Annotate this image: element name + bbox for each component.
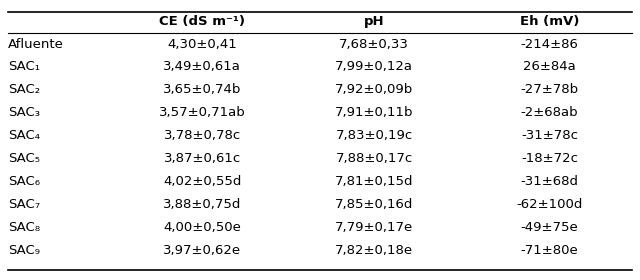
- Text: 3,88±0,75d: 3,88±0,75d: [163, 198, 241, 211]
- Text: 7,92±0,09b: 7,92±0,09b: [335, 83, 413, 96]
- Text: -18±72c: -18±72c: [521, 152, 578, 165]
- Text: 7,82±0,18e: 7,82±0,18e: [335, 244, 413, 257]
- Text: pH: pH: [364, 15, 385, 28]
- Text: 3,78±0,78c: 3,78±0,78c: [163, 129, 241, 142]
- Text: 4,02±0,55d: 4,02±0,55d: [163, 175, 241, 188]
- Text: SAC₆: SAC₆: [8, 175, 40, 188]
- Text: CE (dS m⁻¹): CE (dS m⁻¹): [159, 15, 245, 28]
- Text: SAC₈: SAC₈: [8, 221, 40, 234]
- Text: 3,65±0,74b: 3,65±0,74b: [163, 83, 241, 96]
- Text: -27±78b: -27±78b: [520, 83, 579, 96]
- Text: 7,68±0,33: 7,68±0,33: [339, 38, 409, 51]
- Text: -62±100d: -62±100d: [516, 198, 582, 211]
- Text: 7,79±0,17e: 7,79±0,17e: [335, 221, 413, 234]
- Text: SAC₂: SAC₂: [8, 83, 40, 96]
- Text: -71±80e: -71±80e: [520, 244, 579, 257]
- Text: 4,30±0,41: 4,30±0,41: [167, 38, 237, 51]
- Text: SAC₇: SAC₇: [8, 198, 40, 211]
- Text: 4,00±0,50e: 4,00±0,50e: [163, 221, 241, 234]
- Text: -31±68d: -31±68d: [520, 175, 579, 188]
- Text: 3,49±0,61a: 3,49±0,61a: [163, 60, 241, 73]
- Text: -31±78c: -31±78c: [521, 129, 578, 142]
- Text: 7,99±0,12a: 7,99±0,12a: [335, 60, 413, 73]
- Text: 7,88±0,17c: 7,88±0,17c: [335, 152, 413, 165]
- Text: 3,57±0,71ab: 3,57±0,71ab: [159, 106, 246, 119]
- Text: Afluente: Afluente: [8, 38, 63, 51]
- Text: 7,83±0,19c: 7,83±0,19c: [335, 129, 413, 142]
- Text: 3,87±0,61c: 3,87±0,61c: [163, 152, 241, 165]
- Text: SAC₁: SAC₁: [8, 60, 40, 73]
- Text: Eh (mV): Eh (mV): [520, 15, 579, 28]
- Text: SAC₅: SAC₅: [8, 152, 40, 165]
- Text: 3,97±0,62e: 3,97±0,62e: [163, 244, 241, 257]
- Text: 26±84a: 26±84a: [523, 60, 576, 73]
- Text: -214±86: -214±86: [520, 38, 579, 51]
- Text: 7,85±0,16d: 7,85±0,16d: [335, 198, 413, 211]
- Text: -49±75e: -49±75e: [520, 221, 579, 234]
- Text: -2±68ab: -2±68ab: [520, 106, 578, 119]
- Text: SAC₃: SAC₃: [8, 106, 40, 119]
- Text: 7,91±0,11b: 7,91±0,11b: [335, 106, 413, 119]
- Text: SAC₄: SAC₄: [8, 129, 40, 142]
- Text: 7,81±0,15d: 7,81±0,15d: [335, 175, 413, 188]
- Text: SAC₉: SAC₉: [8, 244, 40, 257]
